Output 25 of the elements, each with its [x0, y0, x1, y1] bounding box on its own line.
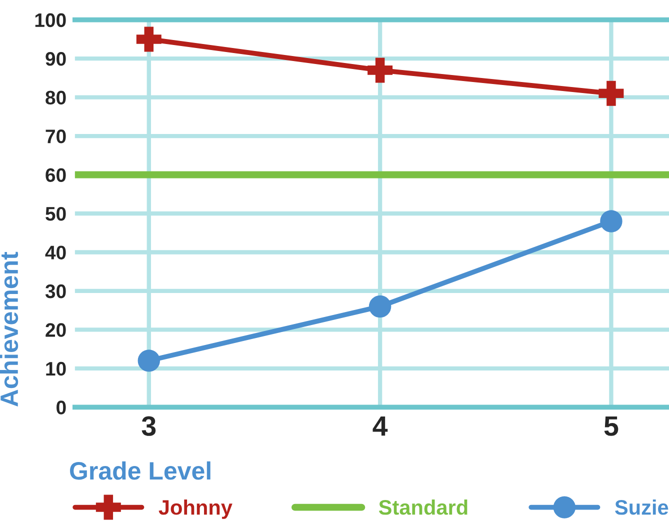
legend-label: Johnny — [158, 500, 232, 519]
x-tick-label: 5 — [604, 416, 618, 436]
point — [138, 350, 160, 372]
y-tick-label: 30 — [45, 284, 66, 298]
y-tick-label: 20 — [46, 323, 66, 337]
point — [368, 58, 393, 83]
y-tick-label: 100 — [35, 13, 66, 28]
y-tick-label: 70 — [46, 130, 66, 144]
y-axis-title: Achievement — [0, 252, 18, 407]
y-tick-label: 90 — [46, 52, 66, 66]
point — [600, 210, 622, 232]
point — [598, 80, 624, 106]
x-axis-title: Grade Level — [70, 461, 210, 480]
point — [368, 295, 392, 318]
legend-label: Suzie — [615, 500, 668, 515]
y-tick-label: 50 — [46, 206, 66, 221]
y-tick-label: 0 — [56, 400, 66, 414]
x-tick-label: 3 — [142, 416, 156, 436]
legend-label: Standard — [378, 500, 468, 515]
y-tick-label: 10 — [46, 362, 66, 376]
x-tick-label: 4 — [372, 416, 388, 436]
point — [136, 26, 162, 52]
y-tick-label: 60 — [46, 168, 66, 182]
y-tick-label: 40 — [45, 246, 66, 260]
y-tick-label: 80 — [46, 90, 66, 105]
